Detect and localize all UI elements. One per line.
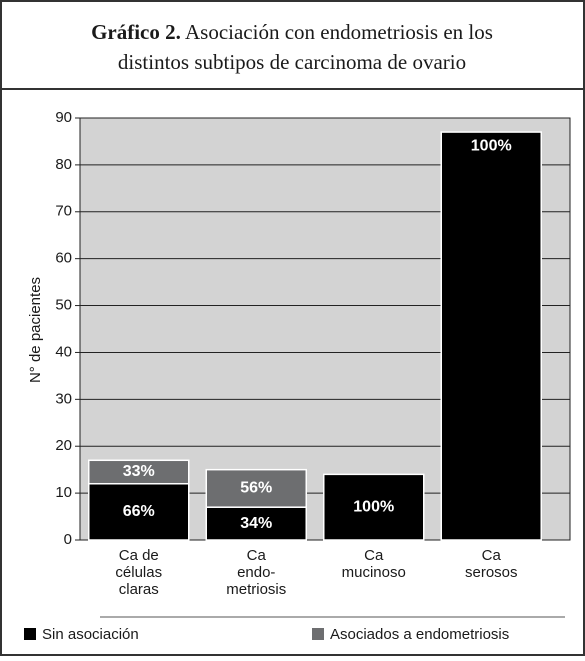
bar-segment <box>323 473 425 541</box>
chart-title-label: Gráfico 2. <box>91 20 181 44</box>
x-tick-label: células <box>115 564 162 581</box>
x-tick-label: endo- <box>237 564 275 581</box>
bar-segment <box>205 506 307 541</box>
legend-label: Sin asociación <box>42 626 139 643</box>
data-label: 66% <box>123 503 155 520</box>
y-tick-label: 50 <box>55 297 72 314</box>
bar-segment <box>88 459 190 485</box>
x-tick-label: serosos <box>465 564 518 581</box>
bar-segment <box>205 468 307 508</box>
data-label: 56% <box>240 480 272 497</box>
y-tick-label: 0 <box>64 531 72 548</box>
y-tick-label: 30 <box>55 390 72 407</box>
x-tick-label: mucinoso <box>342 564 406 581</box>
x-tick-label: Ca <box>482 547 502 564</box>
chart-title: Gráfico 2. Asociación con endometriosis … <box>91 20 493 44</box>
y-tick-label: 80 <box>55 156 72 173</box>
x-tick-label: claras <box>119 581 159 598</box>
x-tick-label: Ca <box>364 547 384 564</box>
chart-title-text: Asociación con endometriosis en los <box>181 20 493 44</box>
x-tick-label: Ca de <box>119 547 159 564</box>
y-tick-label: 20 <box>55 437 72 454</box>
x-tick-label: metriosis <box>226 581 286 598</box>
y-axis-label: N° de pacientes <box>27 277 44 383</box>
legend-swatch <box>312 628 324 640</box>
data-label: 33% <box>123 463 155 480</box>
data-label: 100% <box>353 498 394 515</box>
x-tick-label: Ca <box>247 547 267 564</box>
y-tick-label: 70 <box>55 203 72 220</box>
y-tick-label: 60 <box>55 250 72 267</box>
data-label: 100% <box>471 137 512 154</box>
y-tick-label: 40 <box>55 343 72 360</box>
data-label: 34% <box>240 515 272 532</box>
y-tick-label: 90 <box>55 109 72 126</box>
bar-segment <box>440 131 542 541</box>
legend-swatch <box>24 628 36 640</box>
legend-label: Asociados a endometriosis <box>330 626 509 643</box>
bar-segment <box>88 482 190 541</box>
chart-title-line: distintos subtipos de carcinoma de ovari… <box>118 50 466 74</box>
y-tick-label: 10 <box>55 484 72 501</box>
